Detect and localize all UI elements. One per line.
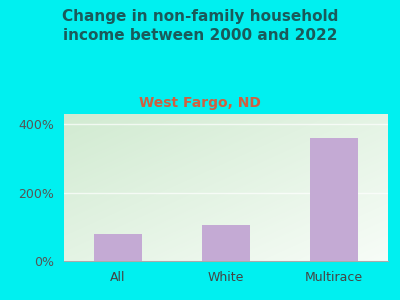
Bar (310, 138, 358, 261)
Text: Change in non-family household
income between 2000 and 2022: Change in non-family household income be… (62, 9, 338, 43)
Text: West Fargo, ND: West Fargo, ND (139, 96, 261, 110)
Bar (94, 234, 142, 261)
Bar (202, 225, 250, 261)
